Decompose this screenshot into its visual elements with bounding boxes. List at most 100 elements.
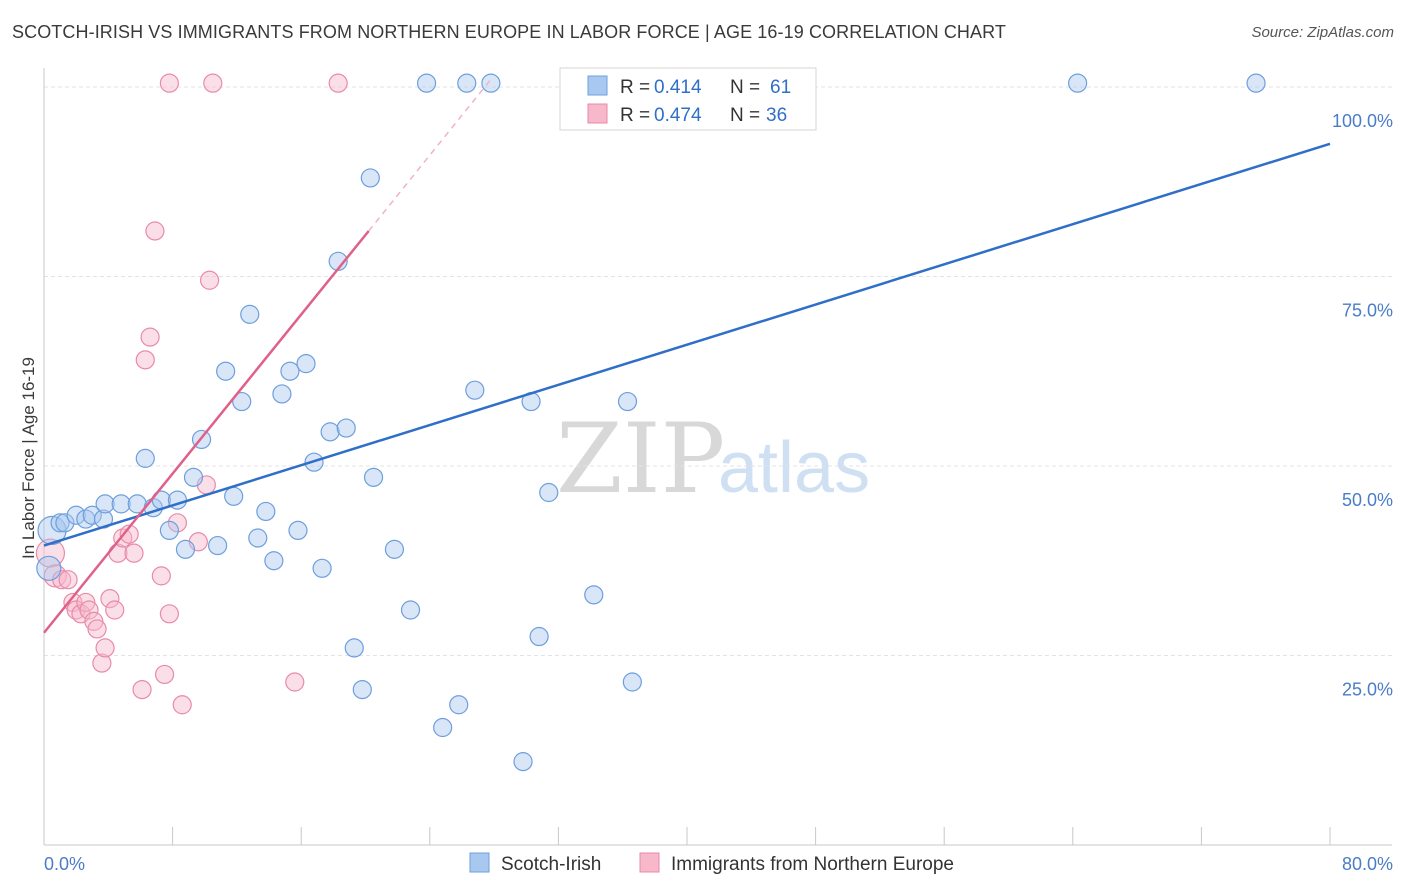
blue-point (617, 391, 638, 412)
blue-point (288, 520, 308, 541)
pink-point (154, 664, 175, 685)
blue-point (1246, 73, 1266, 93)
blue-point (248, 528, 268, 548)
pink-point (135, 350, 155, 370)
pink-point (79, 600, 99, 620)
pink-trend-line (43, 230, 370, 634)
pink-point (132, 679, 152, 700)
legend-blue-swatch (587, 75, 608, 96)
pink-point (285, 672, 305, 692)
blue-point (513, 752, 533, 772)
blue-point (433, 717, 453, 738)
blue-point (312, 558, 332, 578)
blue-point (584, 585, 604, 605)
pink-point (199, 270, 220, 290)
chart-title: SCOTCH-IRISH VS IMMIGRANTS FROM NORTHERN… (12, 22, 1007, 42)
blue-point (127, 494, 147, 514)
blue-point (449, 695, 469, 715)
y-tick-label: 75.0% (1342, 300, 1393, 320)
trend-lines (43, 78, 1331, 634)
axes (43, 68, 1392, 846)
legend-pink-swatch (587, 103, 608, 124)
bottom-legend-blue-swatch (469, 852, 490, 873)
pink-point (167, 513, 188, 533)
pink-point (145, 221, 165, 241)
blue-point (208, 535, 228, 556)
y-tick-label: 100.0% (1332, 111, 1393, 131)
watermark-zip: ZIP (556, 403, 725, 515)
pink-point (87, 619, 107, 639)
blue-point (416, 73, 437, 93)
bottom-legend-blue-label: Scotch-Irish (501, 854, 601, 875)
legend-pink-n-value: 36 (766, 105, 787, 126)
pink-point (105, 600, 125, 620)
x-tick-label-min: 0.0% (44, 854, 85, 874)
blue-point (622, 672, 642, 692)
pink-point (124, 543, 144, 563)
bottom-legend: Scotch-Irish Immigrants from Northern Eu… (469, 852, 954, 875)
blue-point (272, 384, 292, 404)
watermark-atlas: atlas (718, 428, 870, 508)
pink-point (172, 695, 192, 715)
blue-point (384, 539, 405, 559)
pink-trend-extension (368, 78, 492, 232)
blue-point (159, 520, 179, 541)
blue-point (175, 539, 196, 559)
x-tick-labels: 0.0% 80.0% (44, 854, 1393, 874)
pink-point (58, 570, 78, 590)
blue-point (465, 380, 485, 400)
pink-point (151, 566, 171, 586)
blue-point (481, 73, 501, 93)
blue-point (360, 168, 380, 188)
pink-point (159, 604, 179, 624)
blue-point (36, 555, 62, 581)
legend-blue-n-label: N = (730, 77, 760, 98)
pink-point (328, 73, 348, 93)
blue-point (296, 354, 316, 374)
blue-point (111, 494, 131, 514)
pink-point (159, 73, 179, 93)
pink-point (92, 653, 112, 673)
blue-point (539, 482, 559, 503)
blue-point (529, 626, 549, 647)
pink-point (119, 524, 139, 544)
blue-point (183, 467, 204, 487)
blue-point (50, 513, 70, 533)
blue-point (280, 361, 300, 381)
bottom-legend-pink-label: Immigrants from Northern Europe (671, 854, 954, 875)
legend-pink-n-label: N = (730, 105, 760, 126)
pink-point (100, 589, 120, 609)
blue-point (95, 494, 115, 514)
blue-point (55, 513, 75, 533)
grid-lines (44, 86, 1392, 656)
blue-point (37, 515, 67, 546)
blue-point (336, 418, 356, 438)
legend-pink-r-label: R = (620, 105, 650, 126)
bottom-legend-pink-swatch (639, 852, 660, 873)
blue-series-points (36, 73, 1266, 772)
blue-trend-line (43, 142, 1331, 547)
blue-point (224, 486, 244, 506)
legend-pink-r-value: 0.474 (654, 105, 702, 126)
blue-point (256, 501, 276, 522)
blue-point (457, 73, 477, 93)
y-tick-label: 25.0% (1342, 679, 1393, 699)
blue-point (216, 361, 236, 381)
blue-point (232, 391, 252, 412)
blue-point (66, 505, 86, 525)
blue-point (344, 638, 364, 658)
top-legend: R = 0.414 N = 61 R = 0.474 N = 36 (559, 67, 817, 131)
legend-blue-r-label: R = (620, 77, 650, 98)
y-tick-labels: 25.0% 50.0% 75.0% 100.0% (1332, 111, 1393, 700)
y-axis-label: In Labor Force | Age 16-19 (19, 357, 38, 559)
pink-series-points (35, 73, 348, 715)
pink-point (95, 638, 115, 658)
blue-point (352, 679, 372, 700)
blue-point (240, 304, 260, 324)
pink-point (140, 327, 160, 347)
blue-point (82, 505, 102, 525)
blue-point (264, 551, 284, 571)
blue-point (363, 467, 384, 487)
legend-blue-r-value: 0.414 (654, 77, 702, 98)
